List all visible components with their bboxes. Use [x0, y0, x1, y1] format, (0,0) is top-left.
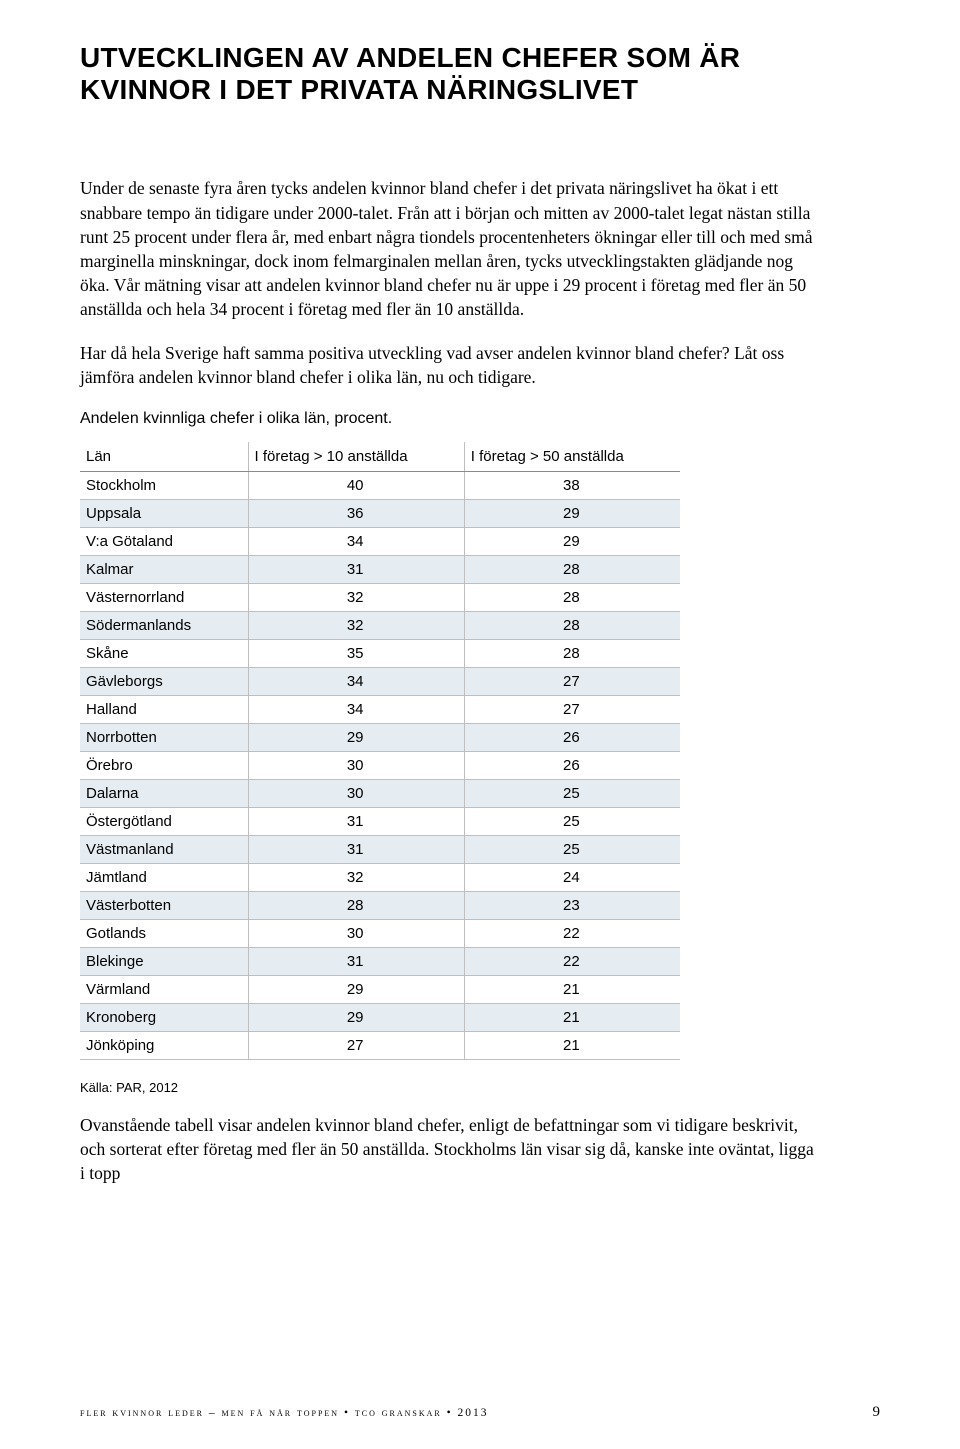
table-row: Jämtland3224 [80, 863, 680, 891]
page-title: UTVECKLINGEN AV ANDELEN CHEFER SOM ÄR KV… [80, 42, 820, 106]
cell-lan: Uppsala [80, 499, 248, 527]
cell-lan: V:a Götaland [80, 527, 248, 555]
table-row: Kalmar3128 [80, 555, 680, 583]
cell-value-10: 31 [248, 807, 464, 835]
cell-value-10: 36 [248, 499, 464, 527]
cell-lan: Värmland [80, 975, 248, 1003]
table-row: Södermanlands3228 [80, 611, 680, 639]
cell-value-50: 22 [464, 919, 680, 947]
page: UTVECKLINGEN AV ANDELEN CHEFER SOM ÄR KV… [0, 0, 960, 1449]
cell-lan: Västmanland [80, 835, 248, 863]
cell-value-50: 29 [464, 499, 680, 527]
data-table: Län I företag > 10 anställda I företag >… [80, 442, 680, 1060]
cell-value-10: 30 [248, 779, 464, 807]
cell-lan: Västerbotten [80, 891, 248, 919]
cell-value-50: 26 [464, 723, 680, 751]
cell-value-10: 32 [248, 611, 464, 639]
table-row: Jönköping2721 [80, 1031, 680, 1059]
table-row: Blekinge3122 [80, 947, 680, 975]
cell-lan: Norrbotten [80, 723, 248, 751]
table-row: Gävleborgs3427 [80, 667, 680, 695]
cell-lan: Gävleborgs [80, 667, 248, 695]
body-paragraph-2: Har då hela Sverige haft samma positiva … [80, 341, 820, 389]
table-row: Västerbotten2823 [80, 891, 680, 919]
table-row: Norrbotten2926 [80, 723, 680, 751]
cell-value-10: 29 [248, 975, 464, 1003]
table-row: Uppsala3629 [80, 499, 680, 527]
table-row: Östergötland3125 [80, 807, 680, 835]
column-header-50: I företag > 50 anställda [464, 442, 680, 472]
cell-lan: Örebro [80, 751, 248, 779]
cell-value-10: 27 [248, 1031, 464, 1059]
cell-value-10: 34 [248, 695, 464, 723]
cell-value-10: 31 [248, 835, 464, 863]
cell-value-10: 34 [248, 667, 464, 695]
cell-lan: Kalmar [80, 555, 248, 583]
cell-value-50: 29 [464, 527, 680, 555]
table-row: Västernorrland3228 [80, 583, 680, 611]
table-row: Värmland2921 [80, 975, 680, 1003]
cell-value-10: 29 [248, 1003, 464, 1031]
cell-value-10: 35 [248, 639, 464, 667]
cell-value-10: 29 [248, 723, 464, 751]
cell-value-50: 21 [464, 1031, 680, 1059]
table-row: Dalarna3025 [80, 779, 680, 807]
cell-lan: Halland [80, 695, 248, 723]
cell-lan: Södermanlands [80, 611, 248, 639]
cell-value-50: 21 [464, 975, 680, 1003]
table-source: Källa: PAR, 2012 [80, 1080, 820, 1095]
cell-value-10: 32 [248, 583, 464, 611]
cell-value-50: 28 [464, 611, 680, 639]
cell-value-10: 40 [248, 471, 464, 499]
cell-value-50: 21 [464, 1003, 680, 1031]
cell-value-10: 31 [248, 947, 464, 975]
footer-page-number: 9 [873, 1404, 881, 1421]
cell-lan: Blekinge [80, 947, 248, 975]
cell-value-50: 28 [464, 583, 680, 611]
cell-value-10: 30 [248, 751, 464, 779]
cell-lan: Gotlands [80, 919, 248, 947]
table-row: Halland3427 [80, 695, 680, 723]
cell-value-50: 25 [464, 807, 680, 835]
table-row: Örebro3026 [80, 751, 680, 779]
table-row: Skåne3528 [80, 639, 680, 667]
cell-value-10: 34 [248, 527, 464, 555]
table-row: Stockholm4038 [80, 471, 680, 499]
cell-lan: Dalarna [80, 779, 248, 807]
cell-value-10: 28 [248, 891, 464, 919]
cell-value-50: 27 [464, 667, 680, 695]
cell-lan: Stockholm [80, 471, 248, 499]
table-row: V:a Götaland3429 [80, 527, 680, 555]
cell-value-50: 38 [464, 471, 680, 499]
body-paragraph-3: Ovanstående tabell visar andelen kvinnor… [80, 1113, 820, 1185]
column-header-10: I företag > 10 anställda [248, 442, 464, 472]
table-row: Gotlands3022 [80, 919, 680, 947]
cell-value-50: 24 [464, 863, 680, 891]
cell-value-50: 28 [464, 639, 680, 667]
table-caption: Andelen kvinnliga chefer i olika län, pr… [80, 410, 820, 428]
cell-lan: Kronoberg [80, 1003, 248, 1031]
cell-value-10: 32 [248, 863, 464, 891]
column-header-lan: Län [80, 442, 248, 472]
cell-value-50: 28 [464, 555, 680, 583]
table-row: Kronoberg2921 [80, 1003, 680, 1031]
footer-text: fler kvinnor leder – men få når toppen •… [80, 1407, 489, 1419]
cell-value-50: 25 [464, 835, 680, 863]
cell-value-10: 31 [248, 555, 464, 583]
body-paragraph-1: Under de senaste fyra åren tycks andelen… [80, 176, 820, 321]
table-header-row: Län I företag > 10 anställda I företag >… [80, 442, 680, 472]
cell-value-50: 26 [464, 751, 680, 779]
cell-value-50: 27 [464, 695, 680, 723]
cell-lan: Skåne [80, 639, 248, 667]
cell-lan: Östergötland [80, 807, 248, 835]
cell-lan: Västernorrland [80, 583, 248, 611]
cell-value-10: 30 [248, 919, 464, 947]
cell-lan: Jämtland [80, 863, 248, 891]
cell-value-50: 22 [464, 947, 680, 975]
table-row: Västmanland3125 [80, 835, 680, 863]
page-footer: fler kvinnor leder – men få når toppen •… [0, 1404, 960, 1421]
cell-lan: Jönköping [80, 1031, 248, 1059]
cell-value-50: 23 [464, 891, 680, 919]
cell-value-50: 25 [464, 779, 680, 807]
